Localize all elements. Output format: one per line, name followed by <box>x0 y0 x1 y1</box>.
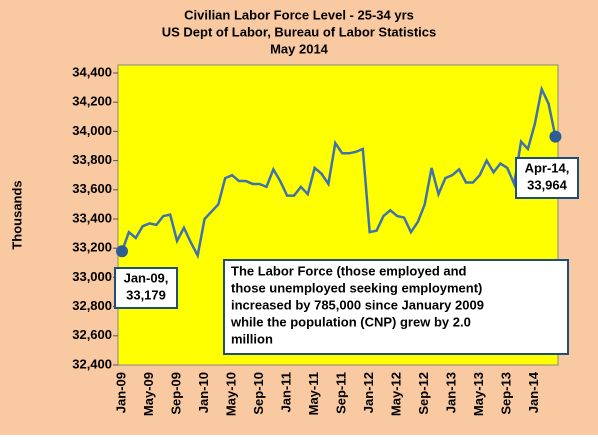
chart-title: Civilian Labor Force Level - 25-34 yrs <box>184 7 414 22</box>
y-tick-label: 33,600 <box>72 181 112 196</box>
y-tick-label: 34,000 <box>72 123 112 138</box>
end-marker <box>549 130 562 143</box>
x-tick-label: May-09 <box>141 372 156 416</box>
y-tick-label: 33,200 <box>72 240 112 255</box>
chart-title: May 2014 <box>270 41 329 56</box>
x-tick-label: May-11 <box>306 372 321 415</box>
x-tick-label: Sep-13 <box>499 372 514 415</box>
text-box-line: those unemployed seeking employment) <box>231 280 482 295</box>
y-tick-label: 33,800 <box>72 152 112 167</box>
x-tick-label: Jan-13 <box>444 372 459 413</box>
x-tick-label: May-13 <box>471 372 486 416</box>
y-tick-label: 32,400 <box>72 356 112 371</box>
x-tick-label: May-10 <box>224 372 239 416</box>
y-tick-label: 33,400 <box>72 210 112 225</box>
x-tick-label: Sep-10 <box>251 372 266 415</box>
y-tick-label: 32,600 <box>72 327 112 342</box>
end-marker <box>116 245 128 258</box>
text-box-line: The Labor Force (those employed and <box>231 263 467 278</box>
text-box-line: while the population (CNP) grew by 2.0 <box>230 314 471 329</box>
x-tick-label: Sep-12 <box>416 372 431 415</box>
annotation-box <box>114 267 178 309</box>
annotation: 33,964 <box>527 177 568 192</box>
text-box-line: increased by 785,000 since January 2009 <box>231 297 484 312</box>
annotation: Jan-09, <box>124 270 169 285</box>
chart-title: US Dept of Labor, Bureau of Labor Statis… <box>162 24 436 39</box>
text-box-line: million <box>231 331 273 346</box>
annotation-box <box>515 157 579 199</box>
y-tick-label: 32,800 <box>72 298 112 313</box>
y-tick-label: 34,400 <box>72 64 112 79</box>
x-tick-label: Jan-09 <box>113 372 128 413</box>
x-tick-label: Jan-10 <box>196 372 211 413</box>
x-tick-label: Jan-12 <box>361 372 376 413</box>
x-tick-label: Jan-14 <box>526 371 541 413</box>
x-tick-label: Sep-11 <box>334 372 349 414</box>
y-axis-label: Thousands <box>9 180 24 249</box>
annotation: 33,179 <box>126 287 166 302</box>
x-tick-label: Jan-11 <box>279 372 294 412</box>
annotation: Apr-14, <box>525 160 570 175</box>
y-tick-label: 34,200 <box>72 94 112 109</box>
line <box>120 85 557 260</box>
text-box <box>223 259 569 355</box>
y-tick-label: 33,000 <box>72 269 112 284</box>
x-tick-label: Sep-09 <box>168 372 183 415</box>
x-tick-label: May-12 <box>389 372 404 416</box>
